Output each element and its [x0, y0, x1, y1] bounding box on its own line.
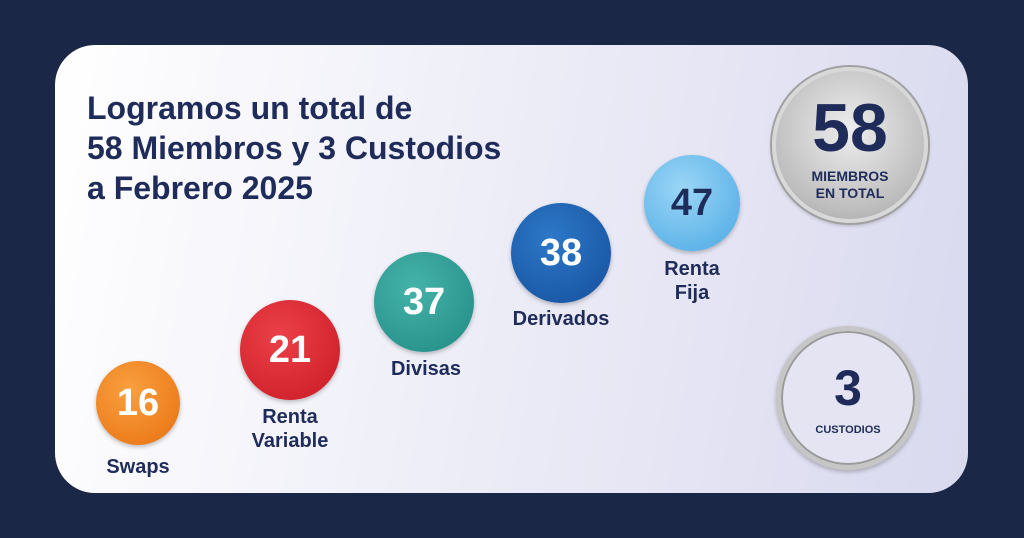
headline: Logramos un total de 58 Miembros y 3 Cus…	[87, 88, 501, 208]
renta-variable-label: Renta Variable	[251, 406, 329, 452]
custodians-label: CUSTODIOS	[815, 424, 881, 436]
swaps-value: 16	[116, 381, 160, 424]
headline-line: a Febrero 2025	[87, 170, 313, 206]
total-label: MIEMBROS	[811, 168, 889, 184]
total-label: EN TOTAL	[815, 185, 885, 201]
headline-line: Logramos un total de	[87, 90, 413, 126]
headline-line: 58 Miembros y 3 Custodios	[87, 130, 502, 166]
renta-variable-bubble: 21	[240, 300, 340, 400]
total-value: 58	[812, 90, 888, 166]
derivados-value: 38	[539, 231, 583, 274]
renta-fija-label: Renta Fija	[664, 258, 720, 304]
total-members-badge: 58 MIEMBROS EN TOTAL	[772, 67, 928, 223]
custodians-value: 3	[834, 360, 862, 416]
divisas-value: 37	[402, 280, 446, 323]
renta-fija-value: 47	[670, 181, 714, 224]
renta-fija-bubble: 47	[644, 155, 740, 251]
derivados-bubble: 38	[511, 203, 611, 303]
divisas-bubble: 37	[374, 252, 474, 352]
swaps-label: Swaps	[106, 456, 170, 478]
custodians-badge: 3 CUSTODIOS	[776, 326, 920, 470]
derivados-label: Derivados	[512, 308, 610, 330]
divisas-label: Divisas	[390, 358, 462, 380]
swaps-bubble: 16	[96, 361, 180, 445]
renta-variable-value: 21	[268, 328, 312, 371]
